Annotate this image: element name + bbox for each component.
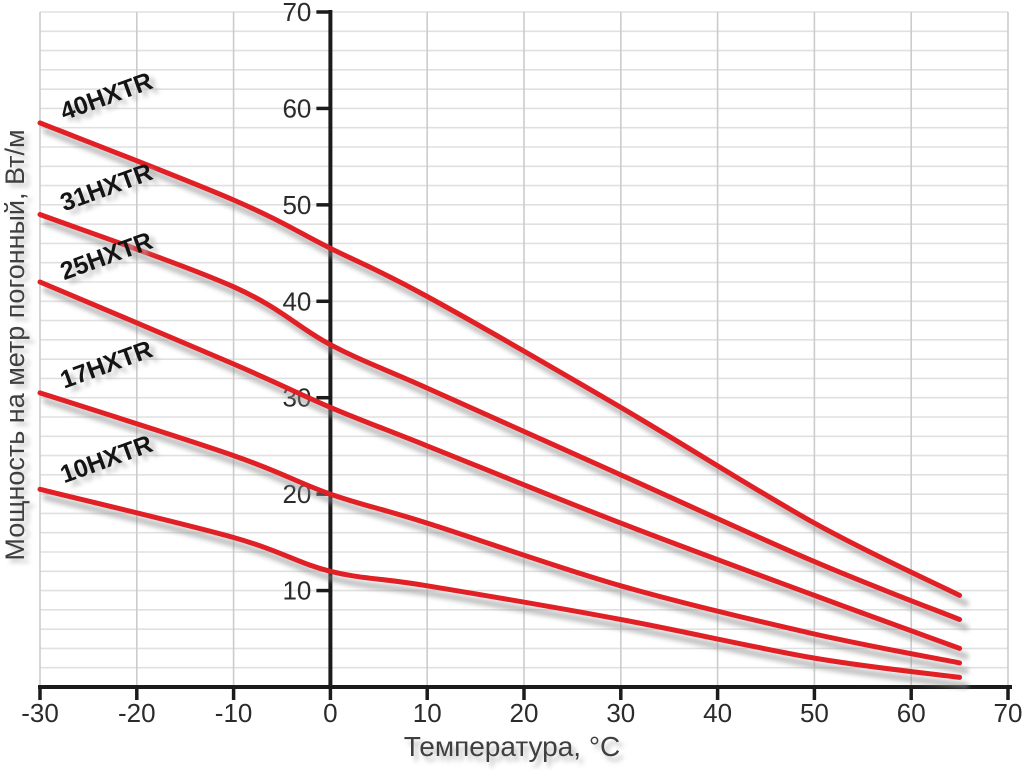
series-shadow-31HXTR bbox=[42, 219, 969, 631]
series-shadow-17HXTR bbox=[42, 397, 969, 675]
x-tick-label: 50 bbox=[800, 698, 829, 728]
x-tick-label: 10 bbox=[413, 698, 442, 728]
x-tick-label: -30 bbox=[21, 698, 59, 728]
series-shadow-40HXTR bbox=[42, 127, 969, 607]
x-axis-ticks: -30 -20 -10 0 10 20 30 40 50 60 70 bbox=[21, 687, 1022, 728]
series-line-25HXTR bbox=[37, 279, 963, 651]
y-tick-label: 40 bbox=[282, 286, 311, 316]
series-shadow-25HXTR bbox=[42, 286, 969, 660]
x-tick-label: 40 bbox=[703, 698, 732, 728]
series-line-31HXTR bbox=[37, 212, 963, 622]
series-shadow-10HXTR bbox=[42, 494, 969, 689]
x-tick-label: 60 bbox=[897, 698, 926, 728]
series-labels: 40HXTR40HXTR31HXTR31HXTR25HXTR25HXTR17HX… bbox=[57, 67, 162, 493]
series-line-10HXTR bbox=[37, 486, 963, 680]
x-tick-label: -10 bbox=[215, 698, 253, 728]
y-axis-title: Мощность на метр погонный, Вт/м bbox=[0, 129, 30, 560]
x-axis-title-shadow: Температура, °С bbox=[408, 736, 625, 767]
series-shadows bbox=[42, 127, 969, 689]
y-tick-label: 10 bbox=[282, 576, 311, 606]
x-tick-label: -20 bbox=[118, 698, 156, 728]
series-lines bbox=[37, 120, 963, 680]
x-tick-label: 30 bbox=[606, 698, 635, 728]
series-line-40HXTR bbox=[37, 120, 963, 598]
series-line-17HXTR bbox=[37, 390, 963, 666]
x-tick-label: 70 bbox=[994, 698, 1023, 728]
y-tick-label: 70 bbox=[282, 0, 311, 27]
x-axis-title: Температура, °С bbox=[404, 731, 621, 762]
y-tick-label: 50 bbox=[282, 190, 311, 220]
x-tick-label: 0 bbox=[323, 698, 337, 728]
y-axis-title-shadow: Мощность на метр погонный, Вт/м bbox=[5, 133, 35, 564]
y-tick-label: 60 bbox=[282, 93, 311, 123]
x-tick-label: 20 bbox=[510, 698, 539, 728]
